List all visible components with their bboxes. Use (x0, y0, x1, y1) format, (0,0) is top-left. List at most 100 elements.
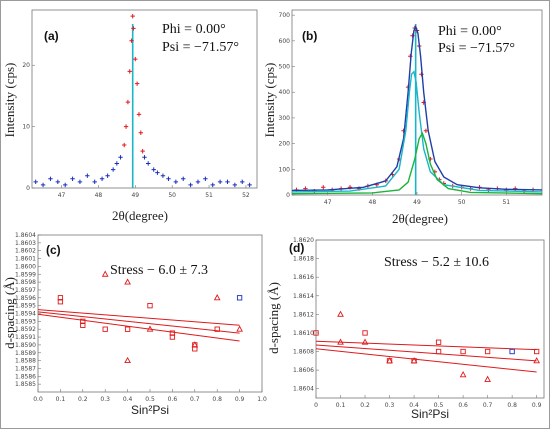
data-point-square (509, 348, 515, 355)
x-tick-label: 0.3 (385, 402, 395, 409)
panel-c-xlabel: Sin²Psi (131, 403, 169, 417)
data-point (129, 38, 134, 43)
y-tick-label: 1.8598 (15, 279, 36, 286)
y-tick-label: 1.8603 (15, 240, 36, 247)
data-point-triangle (146, 325, 154, 332)
x-tick-label: 50 (458, 199, 466, 206)
x-tick-label: 49 (131, 192, 139, 199)
panel-d-marks (313, 310, 541, 382)
y-tick-label: 200 (279, 141, 291, 148)
fit-line (37, 309, 240, 326)
x-tick-label: 51 (205, 192, 213, 199)
panel-c: 0.0 0.1 0.2 0.3 0.4 0.5 0.6 0.7 0.8 0.9 1.01.85851… (2, 232, 267, 417)
panel-c-marks (37, 270, 243, 364)
y-tick-label: 1.8608 (293, 349, 314, 356)
panel-a-phi-annotation: Phi = 0.00° (162, 22, 226, 37)
data-point (423, 128, 429, 133)
data-point-triangle (337, 338, 344, 345)
y-tick-label: 100 (279, 166, 291, 173)
data-point-square (460, 348, 466, 355)
data-point-square (169, 334, 176, 340)
data-point-square (484, 348, 491, 355)
panel-a-marks (33, 13, 252, 188)
x-tick-label: 52 (242, 192, 250, 199)
data-point (151, 167, 156, 172)
fit-line (37, 313, 240, 342)
data-point-triangle (533, 357, 541, 364)
x-tick-label: 0.2 (78, 396, 88, 403)
panel-b-marks (291, 24, 543, 195)
panel-b-psi-annotation: Psi = −71.57° (438, 41, 515, 56)
y-tick-label: 1.8604 (15, 232, 36, 239)
y-tick-label: 1.8604 (293, 386, 314, 393)
data-point-square (57, 299, 64, 305)
data-point-square (57, 295, 64, 301)
data-point (188, 182, 193, 188)
panel-c-stress-title: Stress − 6.0 ± 7.3 (110, 263, 208, 278)
panel-a-frame (31, 9, 258, 189)
x-tick-label: 0.4 (123, 396, 133, 403)
panel-d-stress-title: Stress − 5.2 ± 10.6 (384, 255, 489, 270)
data-point (203, 176, 208, 181)
x-tick-label: 0.9 (532, 402, 542, 409)
data-point-triangle (337, 310, 344, 317)
data-point (134, 81, 140, 86)
x-tick-label: 0 (314, 402, 318, 409)
panel-a-ylabel: Intensity (cps) (2, 63, 17, 138)
data-point (130, 13, 135, 19)
data-point (232, 182, 238, 188)
data-point-triangle (213, 294, 221, 301)
y-tick-label: 1.8596 (15, 295, 36, 302)
x-tick-label: 0.5 (145, 396, 155, 403)
y-tick-label: 1.8618 (293, 256, 314, 263)
panel-a-label: (a) (44, 29, 59, 43)
data-point (48, 176, 53, 181)
fit-line (315, 344, 537, 362)
panel-b-ylabel: Intensity (cps) (262, 63, 277, 138)
panel-a-psi-annotation: Psi = −71.57° (162, 40, 239, 55)
data-point-square (435, 339, 442, 345)
y-tick-label: 1.8597 (15, 287, 36, 294)
y-tick-label: 500 (279, 64, 291, 71)
data-point-square (214, 326, 220, 332)
panel-d-label: (d) (289, 241, 304, 255)
data-point (123, 124, 129, 129)
data-point (62, 182, 68, 188)
data-point (225, 179, 230, 185)
y-tick-label: 1.8606 (293, 367, 314, 374)
data-point (55, 179, 61, 185)
data-point (40, 182, 46, 188)
panel-a-ticks: 47 48 49 50 51 52 0 10 20 (22, 62, 250, 199)
panel-d: 0 0.1 0.2 0.3 0.4 0.5 0.6 0.7 0.8 0.9 1.8604 1.8606… (266, 237, 545, 421)
x-tick-label: 0.4 (409, 402, 419, 409)
data-point (99, 176, 105, 181)
data-point (247, 182, 252, 188)
data-point (92, 179, 97, 185)
data-point-square (80, 322, 86, 328)
data-point-square (236, 295, 243, 301)
y-tick-label: 1.8585 (15, 381, 36, 388)
panel-b-label: (b) (302, 29, 317, 43)
x-tick-label: 48 (95, 192, 103, 199)
data-point-triangle (236, 325, 243, 332)
data-point (138, 130, 144, 135)
data-point-square (362, 330, 368, 336)
y-tick-label: 1.8592 (15, 326, 36, 333)
data-point (210, 182, 215, 188)
data-point (142, 155, 147, 160)
fitted-peak-curve (291, 24, 543, 192)
data-point-triangle (410, 357, 418, 364)
fit-line (315, 348, 537, 373)
x-tick-label: 48 (369, 199, 377, 206)
x-tick-label: 47 (58, 192, 66, 199)
data-point-triangle (191, 341, 199, 348)
panel-c-ylabel: d-spacing (Å) (2, 277, 17, 349)
data-point (125, 99, 131, 105)
x-tick-label: 0.1 (56, 396, 66, 403)
y-tick-label: 1.8588 (15, 358, 36, 365)
y-tick-label: 1.8589 (15, 350, 36, 357)
y-tick-label: 400 (279, 89, 291, 96)
x-tick-label: 1.0 (257, 396, 267, 403)
data-point-triangle (459, 371, 467, 378)
y-tick-label: 1.8602 (15, 248, 36, 255)
